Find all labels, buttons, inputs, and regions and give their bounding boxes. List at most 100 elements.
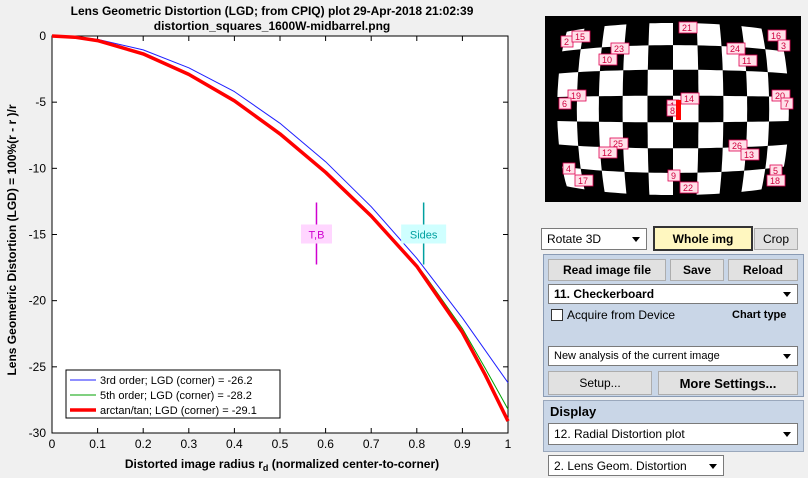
read-image-button[interactable]: Read image file (548, 259, 666, 281)
read-image-label: Read image file (562, 263, 652, 277)
rotate-select[interactable]: Rotate 3D (541, 228, 647, 250)
checker-square (598, 70, 624, 97)
checker-square (698, 122, 724, 149)
checker-square (578, 145, 602, 171)
roi-label: 12 (602, 148, 612, 158)
checker-square (723, 95, 748, 123)
checker-square (721, 146, 747, 172)
chart-select-value: 11. Checkerboard (554, 287, 655, 301)
center-marker (676, 100, 681, 120)
whole-img-label: Whole img (672, 231, 734, 246)
plot-subtitle: distortion_squares_1600W-midbarrel.png (154, 19, 390, 33)
checker-square (673, 45, 699, 70)
roi-marker (609, 137, 629, 150)
legend-entry: arctan/tan; LGD (corner) = -29.1 (100, 405, 257, 417)
roi-marker (667, 169, 681, 182)
x-tick-label: 0.2 (135, 437, 152, 451)
checker-square (648, 23, 673, 46)
roi-label: 22 (683, 183, 693, 193)
roi-label: 16 (771, 31, 781, 41)
roi-label: 25 (613, 139, 623, 149)
x-tick-label: 0.1 (89, 437, 106, 451)
y-tick-label: -20 (29, 294, 47, 308)
chevron-down-icon (632, 237, 640, 242)
annotation-label: Sides (410, 230, 438, 242)
image-thumbnail[interactable]: 2152116323102411196141207251226134179225… (545, 16, 801, 202)
checker-square (576, 96, 599, 122)
roi-label: 14 (684, 94, 694, 104)
series-lines (51, 34, 510, 422)
checker-square (696, 171, 722, 195)
chart-type-label: Chart type (732, 309, 787, 321)
legend-entry: 5th order; LGD (corner) = -28.2 (100, 390, 252, 402)
y-tick-label: -30 (29, 426, 47, 440)
roi-label: 8 (670, 106, 675, 116)
legend-entry: 3rd order; LGD (corner) = -26.2 (100, 375, 253, 387)
roi-marker (738, 54, 758, 67)
roi-label: 6 (562, 99, 567, 109)
checker-square (698, 69, 724, 96)
more-settings-label: More Settings... (679, 375, 777, 391)
roi-label: 2 (564, 37, 569, 47)
checker-square (622, 95, 648, 123)
checker-square (765, 144, 788, 169)
save-button[interactable]: Save (670, 259, 724, 281)
checker-square (673, 148, 699, 173)
checker-square (741, 26, 766, 50)
y-axis-label: Lens Geometric Distortion (LGD) = 100%(r… (5, 104, 19, 375)
checker-square (741, 168, 766, 192)
chart-select[interactable]: 11. Checkerboard (548, 284, 798, 304)
checker-square (623, 45, 649, 71)
checker-square (557, 121, 579, 146)
legend: 3rd order; LGD (corner) = -26.2 5th order… (65, 369, 281, 419)
y-tick-label: -15 (29, 228, 47, 242)
distortion-select[interactable]: 2. Lens Geom. Distortion (548, 455, 724, 476)
roi-label: 5 (773, 166, 778, 176)
roi-marker (766, 174, 786, 187)
roi-marker (780, 97, 794, 110)
save-label: Save (682, 263, 712, 277)
checker-square (647, 122, 673, 149)
acquire-checkbox[interactable] (551, 309, 563, 321)
crop-button[interactable]: Crop (754, 228, 798, 250)
setup-button[interactable]: Setup... (548, 371, 652, 395)
checker-square (647, 69, 673, 96)
x-tick-label: 0.5 (272, 437, 289, 451)
chevron-down-icon (783, 432, 791, 437)
analysis-select[interactable]: New analysis of the current image (548, 346, 798, 366)
y-tick-label: 0 (39, 29, 46, 43)
plot-title: Lens Geometric Distortion (LGD; from CPI… (71, 4, 474, 18)
series-line-3 (51, 34, 510, 422)
annotation-box (300, 224, 332, 244)
more-settings-button[interactable]: More Settings... (658, 371, 798, 395)
x-tick-label: 0.8 (408, 437, 425, 451)
display-select-value: 12. Radial Distortion plot (554, 427, 685, 441)
x-tick-label: 0.4 (226, 437, 243, 451)
display-select[interactable]: 12. Radial Distortion plot (548, 423, 798, 445)
roi-marker (567, 89, 587, 102)
roi-label: 21 (682, 23, 692, 33)
roi-label: 15 (575, 32, 585, 42)
checker-square (601, 170, 627, 194)
checker-square (746, 71, 769, 97)
roi-marker (679, 181, 699, 194)
reload-label: Reload (742, 263, 783, 277)
roi-marker (678, 21, 698, 34)
roi-marker (598, 53, 618, 66)
crop-label: Crop (762, 232, 789, 246)
roi-label: 23 (614, 44, 624, 54)
roi-marker (558, 97, 572, 110)
roi-label: 26 (732, 141, 742, 151)
chevron-down-icon (783, 292, 791, 297)
axis-ticks: 0 0.1 0.2 0.3 0.4 0.5 0.6 0.7 0.8 0.9 1 0 -5 -10 -15 -2… (29, 29, 512, 451)
x-tick-label: 0.7 (363, 437, 380, 451)
setup-label: Setup... (579, 376, 621, 390)
roi-label: 3 (781, 41, 786, 51)
whole-img-button[interactable]: Whole img (653, 226, 753, 251)
chevron-down-icon (783, 354, 791, 359)
roi-label: 11 (742, 56, 751, 66)
annotations: T,B Sides (300, 202, 447, 265)
reload-button[interactable]: Reload (728, 259, 798, 281)
roi-label: 18 (770, 176, 780, 186)
checker-square (765, 49, 788, 74)
